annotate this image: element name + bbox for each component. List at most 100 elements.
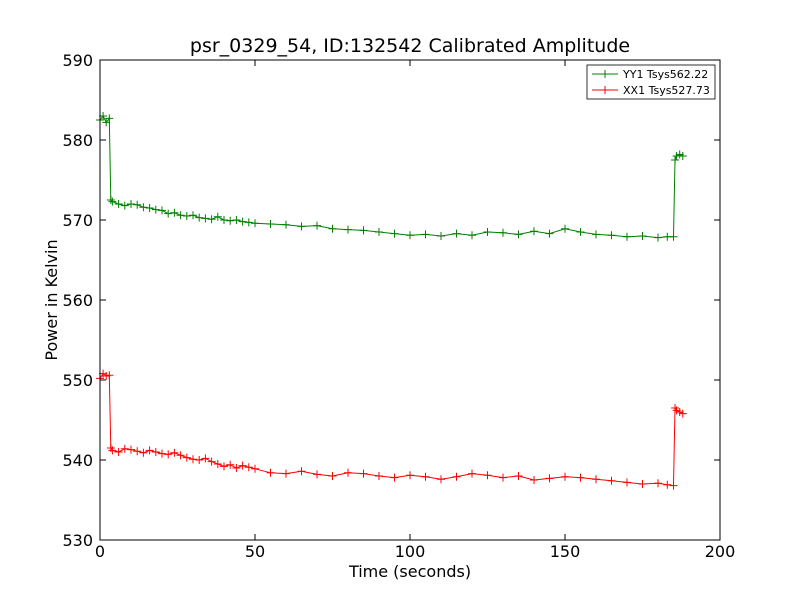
data-point-marker bbox=[195, 213, 204, 222]
data-point-marker bbox=[561, 224, 569, 233]
data-point-marker bbox=[576, 228, 585, 236]
y-tick-label: 590 bbox=[62, 51, 93, 70]
data-point-marker bbox=[226, 216, 235, 225]
data-point-marker bbox=[390, 473, 399, 482]
x-tick-label: 50 bbox=[245, 542, 265, 561]
x-tick-label: 0 bbox=[95, 542, 105, 561]
data-point-marker bbox=[207, 215, 216, 224]
data-point-marker bbox=[452, 229, 461, 238]
legend-label-xx1: XX1 Tsys527.73 bbox=[623, 84, 710, 97]
data-point-marker bbox=[359, 469, 368, 478]
x-tick-label: 200 bbox=[705, 542, 736, 561]
data-point-marker bbox=[114, 448, 123, 456]
legend: YY1 Tsys562.22 XX1 Tsys527.73 bbox=[586, 64, 716, 100]
data-point-marker bbox=[669, 481, 678, 490]
y-tick-label: 530 bbox=[62, 531, 93, 550]
data-point-marker bbox=[663, 480, 672, 489]
data-point-marker bbox=[282, 469, 290, 478]
data-point-marker bbox=[313, 470, 321, 479]
data-point-marker bbox=[201, 454, 210, 463]
data-point-marker bbox=[108, 446, 117, 455]
data-point-marker bbox=[530, 227, 538, 236]
data-point-marker bbox=[189, 455, 197, 464]
data-point-marker bbox=[120, 201, 129, 210]
data-point-marker bbox=[133, 447, 142, 456]
data-point-marker bbox=[106, 196, 115, 204]
data-point-marker bbox=[607, 476, 616, 485]
data-point-marker bbox=[514, 230, 523, 239]
data-point-marker bbox=[120, 444, 129, 453]
data-point-marker bbox=[638, 480, 647, 488]
data-point-marker bbox=[623, 232, 631, 241]
data-point-marker bbox=[213, 212, 222, 221]
data-point-marker bbox=[232, 216, 241, 224]
data-point-marker bbox=[201, 214, 210, 223]
data-point-marker bbox=[220, 216, 228, 224]
data-point-marker bbox=[195, 456, 204, 464]
data-point-marker bbox=[344, 225, 352, 234]
data-point-marker bbox=[623, 478, 631, 487]
data-point-marker bbox=[282, 220, 290, 229]
data-point-marker bbox=[576, 473, 585, 482]
data-point-marker bbox=[607, 231, 616, 240]
series-1 bbox=[96, 369, 687, 490]
ticks-layer: 0 50 100 150 200 530 540 550 560 570 580 590 bbox=[62, 51, 735, 561]
data-point-marker bbox=[483, 228, 492, 236]
x-axis-label: Time (seconds) bbox=[348, 562, 471, 581]
data-point-marker bbox=[483, 471, 492, 480]
data-point-marker bbox=[220, 462, 228, 471]
legend-box bbox=[586, 64, 716, 100]
data-point-marker bbox=[437, 232, 445, 240]
data-point-marker bbox=[328, 224, 337, 233]
x-tick-label: 150 bbox=[550, 542, 581, 561]
y-tick-label: 550 bbox=[62, 371, 93, 390]
data-point-marker bbox=[145, 446, 154, 455]
y-axis-label: Power in Kelvin bbox=[42, 239, 61, 360]
data-point-marker bbox=[251, 464, 259, 473]
data-point-marker bbox=[452, 472, 461, 481]
data-point-marker bbox=[638, 232, 647, 240]
data-point-marker bbox=[105, 371, 114, 380]
data-point-marker bbox=[151, 448, 160, 456]
data-point-marker bbox=[139, 448, 148, 457]
data-point-marker bbox=[164, 209, 173, 218]
data-point-marker bbox=[244, 218, 253, 227]
data-point-marker bbox=[238, 217, 247, 226]
data-point-marker bbox=[232, 464, 241, 472]
data-point-marker bbox=[545, 229, 554, 238]
chart-title: psr_0329_54, ID:132542 Calibrated Amplit… bbox=[190, 35, 630, 57]
data-point-marker bbox=[390, 229, 399, 238]
data-point-marker bbox=[421, 472, 430, 481]
data-point-marker bbox=[671, 156, 680, 164]
data-point-marker bbox=[406, 231, 414, 240]
series-layer bbox=[96, 112, 687, 490]
data-point-marker bbox=[375, 228, 383, 236]
data-point-marker bbox=[514, 472, 523, 480]
data-point-marker bbox=[421, 230, 430, 239]
data-point-marker bbox=[182, 212, 191, 220]
data-point-marker bbox=[545, 474, 554, 483]
data-point-marker bbox=[328, 472, 337, 480]
data-point-marker bbox=[251, 219, 259, 228]
y-tick-label: 580 bbox=[62, 131, 93, 150]
data-point-marker bbox=[468, 469, 476, 478]
data-point-marker bbox=[164, 450, 173, 459]
data-point-marker bbox=[344, 468, 352, 477]
data-point-marker bbox=[678, 409, 687, 418]
data-point-marker bbox=[297, 467, 306, 476]
data-point-marker bbox=[108, 197, 117, 206]
data-point-marker bbox=[561, 472, 569, 481]
data-point-marker bbox=[266, 468, 275, 477]
data-point-marker bbox=[238, 461, 247, 470]
data-point-marker bbox=[158, 206, 166, 215]
data-point-marker bbox=[176, 211, 185, 220]
data-point-marker bbox=[592, 475, 600, 484]
y-tick-label: 560 bbox=[62, 291, 93, 310]
y-tick-label: 570 bbox=[62, 211, 93, 230]
data-point-marker bbox=[114, 200, 123, 208]
data-point-marker bbox=[669, 232, 678, 241]
data-point-marker bbox=[297, 222, 306, 231]
data-point-marker bbox=[213, 460, 222, 468]
data-point-marker bbox=[151, 205, 160, 214]
